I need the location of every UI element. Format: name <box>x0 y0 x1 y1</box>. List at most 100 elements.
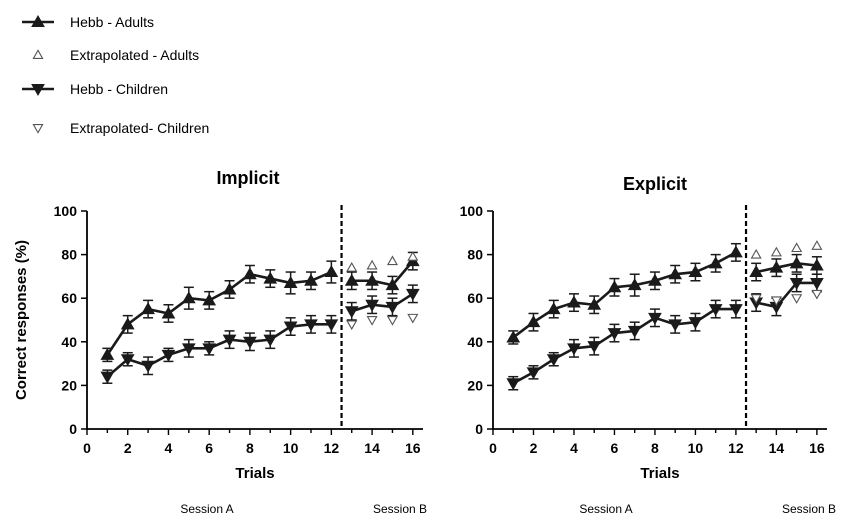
data-point <box>810 277 824 290</box>
data-point <box>587 341 602 354</box>
legend-label: Extrapolated- Children <box>70 120 209 136</box>
data-point <box>385 301 400 314</box>
y-tick-label: 20 <box>467 377 483 393</box>
data-point <box>304 319 318 332</box>
data-point <box>811 289 823 300</box>
data-point <box>546 302 561 315</box>
data-point <box>365 273 379 286</box>
session-label-b: Session B <box>782 502 836 516</box>
panel-explicit: Explicit 0 20 40 60 80 100 0 2 4 6 8 10 12 14 16 Trials S… <box>460 174 836 516</box>
data-point <box>100 371 115 384</box>
data-point <box>386 255 399 266</box>
data-point <box>202 293 217 306</box>
data-point <box>526 367 541 380</box>
x-tick-label: 8 <box>246 440 254 456</box>
data-point <box>181 291 196 304</box>
x-tick-label: 12 <box>324 440 340 456</box>
data-point <box>141 360 155 373</box>
data-point <box>346 320 358 331</box>
x-tick-label: 16 <box>405 440 421 456</box>
series <box>100 314 339 384</box>
data-point <box>750 248 762 259</box>
data-point <box>366 315 378 326</box>
legend-label: Extrapolated - Adults <box>70 47 199 63</box>
legend-marker <box>32 124 44 134</box>
y-axis-title: Correct responses (%) <box>13 240 30 400</box>
data-point <box>161 349 176 362</box>
data-point <box>791 242 803 253</box>
legend-label: Hebb - Adults <box>70 14 154 30</box>
data-point <box>526 315 541 328</box>
panel-implicit: Implicit 0 20 40 60 80 100 0 2 4 6 8 10 12 14 16 Trials S… <box>54 168 427 516</box>
series <box>506 242 743 345</box>
x-tick-label: 2 <box>530 440 538 456</box>
data-point <box>607 328 622 341</box>
series <box>344 251 420 295</box>
data-point <box>386 315 399 326</box>
panel-title: Explicit <box>623 174 687 194</box>
data-point <box>407 313 419 324</box>
y-tick-label: 60 <box>467 290 483 306</box>
x-tick-label: 8 <box>651 440 659 456</box>
data-point <box>344 306 359 319</box>
data-point <box>770 296 782 307</box>
data-point <box>729 245 743 258</box>
data-point <box>243 267 257 280</box>
y-tick-label: 100 <box>460 203 484 219</box>
legend-entry: Extrapolated - Adults <box>32 47 199 63</box>
data-point <box>708 304 723 317</box>
x-axis-title: Trials <box>235 465 274 482</box>
series-line <box>351 292 414 313</box>
x-tick-label: 0 <box>83 440 91 456</box>
y-tick-label: 40 <box>467 334 483 350</box>
legend-entry: Hebb - Adults <box>22 14 154 30</box>
x-tick-label: 10 <box>688 440 704 456</box>
data-point <box>791 294 803 304</box>
x-tick-label: 12 <box>728 440 744 456</box>
data-point <box>506 330 521 343</box>
panel-title: Implicit <box>216 168 279 188</box>
data-point <box>304 273 318 286</box>
x-tick-label: 0 <box>489 440 497 456</box>
data-point <box>789 277 804 290</box>
series-line <box>106 270 332 356</box>
legend: Hebb - Adults Extrapolated - Adults Hebb -… <box>22 14 209 136</box>
data-point <box>120 354 135 367</box>
x-tick-label: 4 <box>570 440 578 456</box>
data-point <box>668 319 683 332</box>
x-tick-label: 14 <box>769 440 785 456</box>
data-point <box>407 251 419 261</box>
data-point <box>100 347 115 360</box>
data-point <box>120 317 135 330</box>
data-point <box>668 267 683 280</box>
data-point <box>181 343 196 356</box>
data-point <box>587 297 602 310</box>
data-point <box>263 271 278 284</box>
legend-entry: Hebb - Children <box>22 81 168 97</box>
x-axis-title: Trials <box>640 465 679 482</box>
data-point <box>324 319 339 332</box>
data-point <box>366 259 378 270</box>
data-point <box>749 265 764 278</box>
y-tick-label: 60 <box>61 290 77 306</box>
data-point <box>161 306 176 319</box>
data-point <box>222 334 237 347</box>
series-line <box>351 260 414 287</box>
data-point <box>546 354 561 367</box>
y-tick-label: 0 <box>475 421 483 437</box>
series <box>346 251 419 272</box>
legend-entry: Extrapolated- Children <box>32 120 209 136</box>
session-label-a: Session A <box>579 502 632 516</box>
data-point <box>627 278 642 291</box>
y-tick-label: 0 <box>69 421 77 437</box>
data-point <box>344 273 359 286</box>
y-tick-label: 20 <box>61 377 77 393</box>
data-point <box>263 334 278 347</box>
x-tick-label: 4 <box>165 440 173 456</box>
data-point <box>405 288 420 301</box>
data-point <box>141 302 155 315</box>
data-point <box>567 295 581 308</box>
series <box>750 289 823 307</box>
data-point <box>810 258 824 271</box>
